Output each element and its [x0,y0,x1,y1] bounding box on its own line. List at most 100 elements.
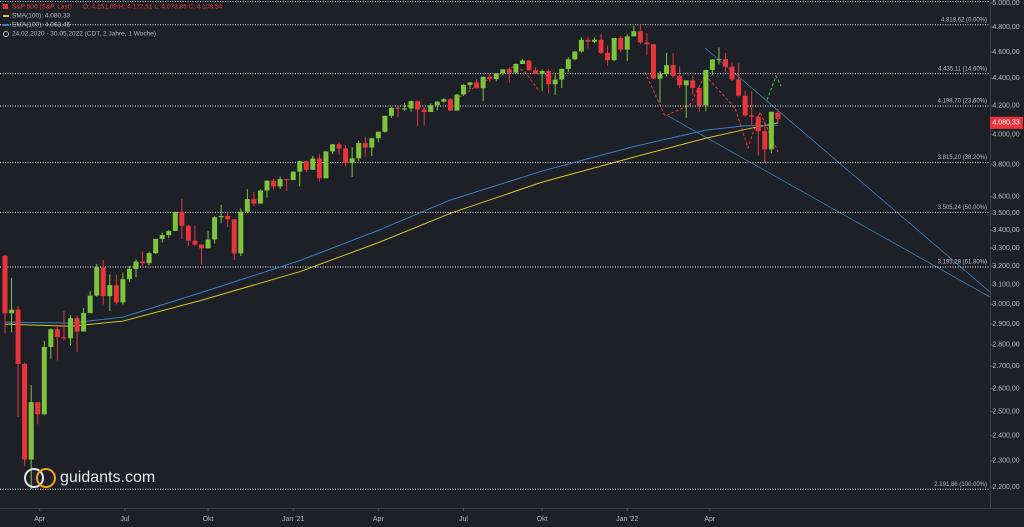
y-tick-label: 4.200,00 [992,103,1019,110]
candle-body [87,295,93,314]
y-tick-label: 2.900,00 [992,321,1019,328]
icon [3,15,9,17]
candle-body [140,261,146,264]
fib-label: 4.435,11 (14.60%) [938,66,987,72]
candle-body [22,363,28,460]
candle-body [631,31,637,37]
candle-body [755,116,761,132]
candle-body [382,115,388,132]
candle-body [212,217,218,240]
y-tick-label: 4.000,00 [992,131,1019,138]
candle-body [2,255,8,314]
trend-channel [667,47,991,298]
y-tick-label: 3.300,00 [992,245,1019,252]
price-tag-label: 4.080,33 [992,120,1019,127]
candle-body [244,199,250,212]
candle-body [126,268,132,280]
candle-body [192,240,198,245]
icon [3,31,9,37]
header: S&P 500 (S&P, Last) O: 4.151,09 H: 4.177… [3,4,223,38]
x-tick-label: Apr [34,516,46,523]
candle-body [565,59,571,69]
y-tick-label: 3.500,00 [992,210,1019,217]
candle-body [415,101,421,110]
candle-body [199,244,204,249]
candle-body [428,105,434,113]
candle-body [54,329,60,338]
candle-body [388,107,394,116]
y-tick-label: 2.700,00 [992,363,1019,370]
candle-body [559,68,565,80]
y-tick-label: 3.000,00 [992,301,1019,308]
candle-body [519,60,525,64]
candle-body [598,39,604,53]
candle-body [185,225,191,241]
x-tick-label: Jul [120,516,129,523]
candle-body [94,267,100,296]
candle-body [74,318,80,332]
candle-body [303,161,309,170]
candle-body [683,80,689,86]
candle-body [402,108,408,110]
candle-body [670,65,676,76]
candle-body [650,44,656,79]
candle-body [231,219,237,254]
candle-body [61,337,67,339]
x-tick-label: Apr [373,516,385,523]
fib-label: 3.195,28 (61.80%) [938,260,987,266]
candle-body [736,79,742,96]
logo-icon [36,468,56,488]
legend-entry: SMA(100): 4.080,33 [12,13,71,20]
candle-body [257,190,263,204]
candle-body [461,84,466,95]
candle-body [356,143,362,159]
ohlc: O: 4.151,09 H: 4.177,51 L: 4.073,85 C: 4… [83,4,223,11]
candle-body [585,39,591,42]
logo-icon [24,468,44,488]
candle-body [179,211,185,226]
candle-body [723,59,728,67]
candle-body [677,75,683,86]
candle-body [742,95,748,116]
candle-body [775,112,781,119]
candle-body [592,39,597,42]
logo: guidants.com [24,468,155,488]
candle-body [28,402,34,460]
y-tick-label: 3.600,00 [992,194,1019,201]
candle-body [467,82,473,85]
y-tick-label: 2.400,00 [992,433,1019,440]
candle-body [133,261,139,269]
candle-body [9,309,15,314]
candle-body [284,179,290,181]
green-arrow [766,74,782,101]
candle-body [408,101,414,109]
trend-line [704,47,991,293]
candle-body [172,211,178,231]
candle-body [749,115,755,117]
candle-body [434,101,440,106]
trend-line [667,115,991,298]
fib-label: 2.191,86 (100.00%) [934,482,987,488]
price-tag [990,116,1023,129]
y-tick-label: 3.200,00 [992,263,1019,270]
x-tick-label: Okt [203,516,214,523]
candle-body [316,158,322,179]
candle-body [709,59,715,70]
candle-body [218,215,224,218]
y-tick-label: 4.400,00 [992,75,1019,82]
candle-body [343,148,349,164]
y-tick-label: 2.800,00 [992,342,1019,349]
candle-body [690,80,696,88]
candle-body [500,69,506,74]
fib-label: 4.198,70 (23.60%) [938,99,987,105]
y-tick-label: 2.500,00 [992,409,1019,416]
fib-label: 3.505,24 (50.00%) [938,205,987,211]
y-tick-label: 3.800,00 [992,162,1019,169]
candle-body [153,238,159,254]
candle-body [225,215,231,220]
candle-body [637,31,643,43]
candle-body [480,76,486,89]
y-tick-label: 2.200,00 [992,484,1019,491]
legend-entry: EMA(100): 4.063,46 [12,22,71,29]
